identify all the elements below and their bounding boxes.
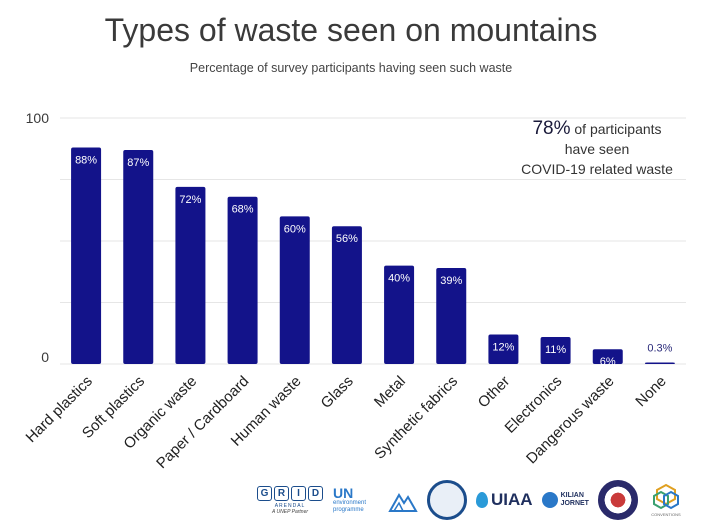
annotation-highlight: 78% bbox=[532, 118, 571, 139]
bar-value-label: 39% bbox=[440, 275, 462, 287]
bar-value-label: 12% bbox=[492, 341, 514, 353]
y-tick-label: 0 bbox=[41, 349, 49, 365]
grid-sub: ARENDAL bbox=[274, 502, 306, 509]
y-tick-label: 100 bbox=[26, 110, 50, 126]
x-tick-label: None bbox=[632, 373, 669, 410]
x-tick-label: Glass bbox=[318, 373, 357, 412]
grid-letter-d: D bbox=[308, 485, 323, 501]
uiaa-drop-icon bbox=[476, 492, 488, 508]
bar bbox=[123, 149, 154, 364]
bar bbox=[71, 147, 102, 364]
un-main: UN bbox=[333, 485, 354, 501]
annotation-line1: of participants bbox=[570, 121, 662, 137]
mountain-icon bbox=[388, 493, 418, 512]
bar-value-label: 40% bbox=[388, 273, 410, 285]
bar-value-label: 6% bbox=[600, 356, 616, 368]
bar-value-label: 88% bbox=[75, 155, 97, 167]
bar-value-label: 11% bbox=[545, 344, 566, 356]
unep-logo: UN environment programme bbox=[333, 486, 379, 514]
bar bbox=[331, 226, 362, 364]
bar-value-label: 60% bbox=[284, 223, 306, 235]
x-tick-label: Paper / Cardboard bbox=[153, 373, 252, 472]
bar-value-label: 72% bbox=[179, 194, 201, 206]
kilian-icon bbox=[541, 492, 558, 508]
kilian-line1: KILIAN bbox=[560, 492, 584, 499]
seal-logo bbox=[427, 480, 467, 520]
bar bbox=[384, 265, 415, 364]
bar-value-label: 56% bbox=[336, 233, 358, 245]
chart-subtitle: Percentage of survey participants having… bbox=[189, 61, 513, 75]
round-emblem-logo bbox=[597, 480, 638, 520]
kilian-line2: JORNET bbox=[560, 500, 589, 507]
bar bbox=[488, 334, 519, 364]
grid-letter-r: R bbox=[274, 485, 289, 501]
x-tick-label: Metal bbox=[371, 373, 409, 411]
grid-letter-i: I bbox=[291, 485, 306, 501]
bar-value-label: 0.3% bbox=[647, 342, 672, 354]
mountain-logo bbox=[388, 485, 418, 515]
covid-annotation: 78% of participants have seen COVID-19 r… bbox=[504, 119, 690, 179]
bar-value-label: 68% bbox=[232, 204, 254, 216]
x-tick-label: Other bbox=[475, 373, 514, 412]
annotation-line2: have seen bbox=[564, 141, 630, 157]
uiaa-logo: UIAA bbox=[476, 490, 533, 510]
bar-value-label: 87% bbox=[127, 157, 149, 169]
uiaa-text: UIAA bbox=[491, 490, 533, 509]
un-sub1: environment bbox=[333, 500, 367, 506]
bar bbox=[279, 216, 310, 364]
kilian-jornet-logo: KILIAN JORNET bbox=[541, 492, 589, 508]
bar bbox=[436, 268, 467, 364]
grid-arendal-logo: G R I D ARENDAL A UNEP Partner bbox=[256, 485, 324, 515]
annotation-line3: COVID-19 related waste bbox=[521, 161, 673, 177]
bar bbox=[644, 362, 675, 364]
conventions-logo: CONVENTIONS bbox=[647, 483, 685, 517]
bar bbox=[175, 186, 206, 364]
un-sub2: programme bbox=[333, 507, 364, 513]
bar bbox=[540, 336, 571, 364]
grid-partner: A UNEP Partner bbox=[271, 508, 309, 515]
bar bbox=[227, 196, 258, 364]
conventions-text: CONVENTIONS bbox=[651, 512, 681, 517]
chart-title: Types of waste seen on mountains bbox=[104, 12, 598, 48]
x-tick-label: Dangerous waste bbox=[523, 373, 618, 468]
bar bbox=[592, 349, 623, 364]
hexagon-icon bbox=[652, 483, 679, 510]
grid-letter-g: G bbox=[257, 485, 272, 501]
partner-logos: G R I D ARENDAL A UNEP Partner UN enviro… bbox=[256, 474, 702, 526]
